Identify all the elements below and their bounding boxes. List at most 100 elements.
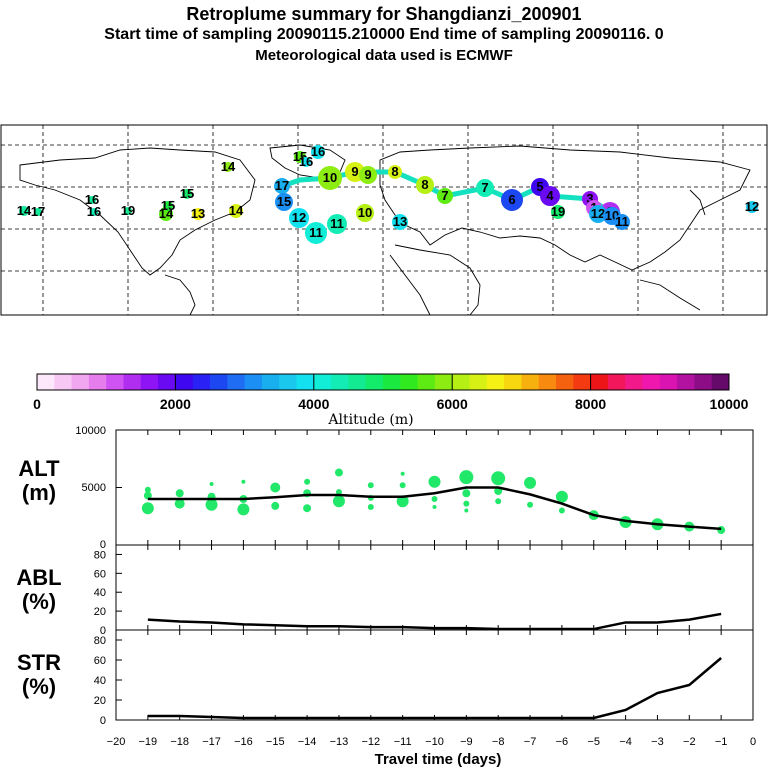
alt-point — [335, 489, 342, 496]
str-line — [147, 657, 722, 720]
plume-blob — [289, 208, 309, 228]
colorbar-tick-label: 4000 — [298, 396, 329, 412]
colorbar-swatch — [227, 374, 245, 390]
x-tick-label: −5 — [587, 736, 600, 748]
colorbar-swatch — [210, 374, 228, 390]
colorbar-swatch — [140, 374, 159, 390]
colorbar-frame — [36, 373, 730, 391]
x-tick-label: −10 — [425, 736, 444, 748]
colorbar-tick-label: 6000 — [437, 396, 468, 412]
alt-mean-line — [147, 486, 722, 531]
colorbar-swatch — [573, 374, 591, 390]
sampling-time-line: Start time of sampling 20090115.210000 E… — [104, 26, 664, 43]
colorbar-swatch — [434, 374, 453, 390]
plume-day-label: 14 — [17, 203, 32, 218]
alt-point — [459, 470, 474, 485]
plume-blob — [476, 179, 494, 197]
x-tick-label: −15 — [266, 736, 285, 748]
colorbar-swatch — [538, 374, 557, 390]
alt-point — [367, 504, 374, 511]
met-data-line: Meteorological data used is ECMWF — [255, 47, 513, 64]
plume-day-label: 7 — [441, 188, 448, 203]
plume-day-label: 5 — [536, 179, 543, 194]
colorbar-swatch — [54, 374, 72, 390]
abl-ytick-label: 20 — [94, 606, 106, 618]
alt-point — [270, 482, 281, 493]
alt-point — [237, 503, 250, 516]
alt-point — [400, 471, 405, 476]
plume-blob — [359, 166, 377, 184]
chart-title: Retroplume summary for Shangdianzi_20090… — [186, 4, 582, 24]
alt-point — [205, 498, 218, 511]
abl-frame — [115, 544, 754, 631]
colorbar-swatch — [677, 374, 695, 390]
plume-blob — [223, 162, 233, 172]
colorbar-swatch — [348, 374, 367, 390]
alt-ytick-0: 0 — [100, 539, 106, 551]
colorbar-swatch — [365, 374, 384, 390]
alt-point — [717, 526, 726, 535]
x-tick-label: −1 — [715, 736, 728, 748]
colorbar-swatch — [659, 374, 678, 390]
plume-blob — [34, 208, 42, 216]
alt-point — [527, 501, 534, 508]
colorbar-swatch — [590, 374, 609, 390]
plume-day-label: 12 — [745, 199, 759, 214]
plume-blob — [589, 205, 607, 223]
alt-point — [174, 498, 185, 509]
plume-day-label: 16 — [299, 154, 313, 169]
alt-point — [432, 505, 437, 510]
str-unit: (%) — [22, 674, 56, 699]
x-tick-label: 0 — [750, 736, 756, 748]
str-ytick-label: 80 — [94, 635, 106, 647]
str-frame — [115, 629, 754, 721]
plume-blob — [746, 201, 758, 213]
colorbar-swatch — [37, 374, 55, 390]
colorbar-swatch — [175, 374, 194, 390]
abl-ytick-label: 0 — [100, 625, 106, 637]
plume-blob — [124, 207, 132, 215]
plume-day-label: 16 — [311, 144, 325, 159]
plume-day-label: 9 — [364, 167, 371, 182]
x-tick-label: −17 — [202, 736, 221, 748]
x-tick-label: −8 — [492, 736, 505, 748]
colorbar-swatch — [694, 374, 713, 390]
colorbar-swatch — [556, 374, 574, 390]
plume-blob — [19, 206, 29, 216]
alt-point — [428, 475, 441, 488]
alt-ytick-10000: 10000 — [75, 425, 106, 437]
colorbar-swatch — [296, 374, 315, 390]
colorbar-swatch — [244, 374, 263, 390]
plume-day-label: 3 — [586, 191, 593, 206]
plume-day-label: 14 — [221, 159, 236, 174]
colorbar-tick-label: 0 — [33, 396, 41, 412]
plume-day-label: 11 — [615, 214, 629, 229]
alt-ytick-5000: 5000 — [82, 482, 106, 494]
plume-blob — [311, 145, 325, 159]
plume-blob — [392, 214, 408, 230]
colorbar-swatch — [261, 374, 280, 390]
x-tick-label: −2 — [683, 736, 696, 748]
plume-day-label: 9 — [351, 164, 358, 179]
plume-blob — [388, 165, 402, 179]
plume-day-label: 16 — [87, 204, 101, 219]
alt-unit: (m) — [22, 480, 56, 505]
colorbar-label: Altitude (m) — [327, 412, 413, 428]
x-tick-label: −4 — [619, 736, 632, 748]
plume-day-label: 17 — [275, 178, 289, 193]
alt-point — [144, 486, 151, 493]
plume-day-label: 11 — [330, 216, 344, 231]
plume-day-label: 11 — [309, 225, 323, 240]
alt-point — [463, 500, 470, 507]
plume-blob — [416, 176, 434, 194]
colorbar-swatch — [313, 374, 332, 390]
plume-day-label: 19 — [121, 203, 135, 218]
alt-point — [241, 479, 246, 484]
plume-day-label: 13 — [393, 214, 407, 229]
alt-panel: ALT (m) 10000 5000 0 — [18, 425, 754, 551]
alt-point — [558, 507, 565, 514]
str-ytick-label: 60 — [94, 655, 106, 667]
plume-day-label: 8 — [421, 177, 428, 192]
plume-blob — [614, 214, 630, 230]
